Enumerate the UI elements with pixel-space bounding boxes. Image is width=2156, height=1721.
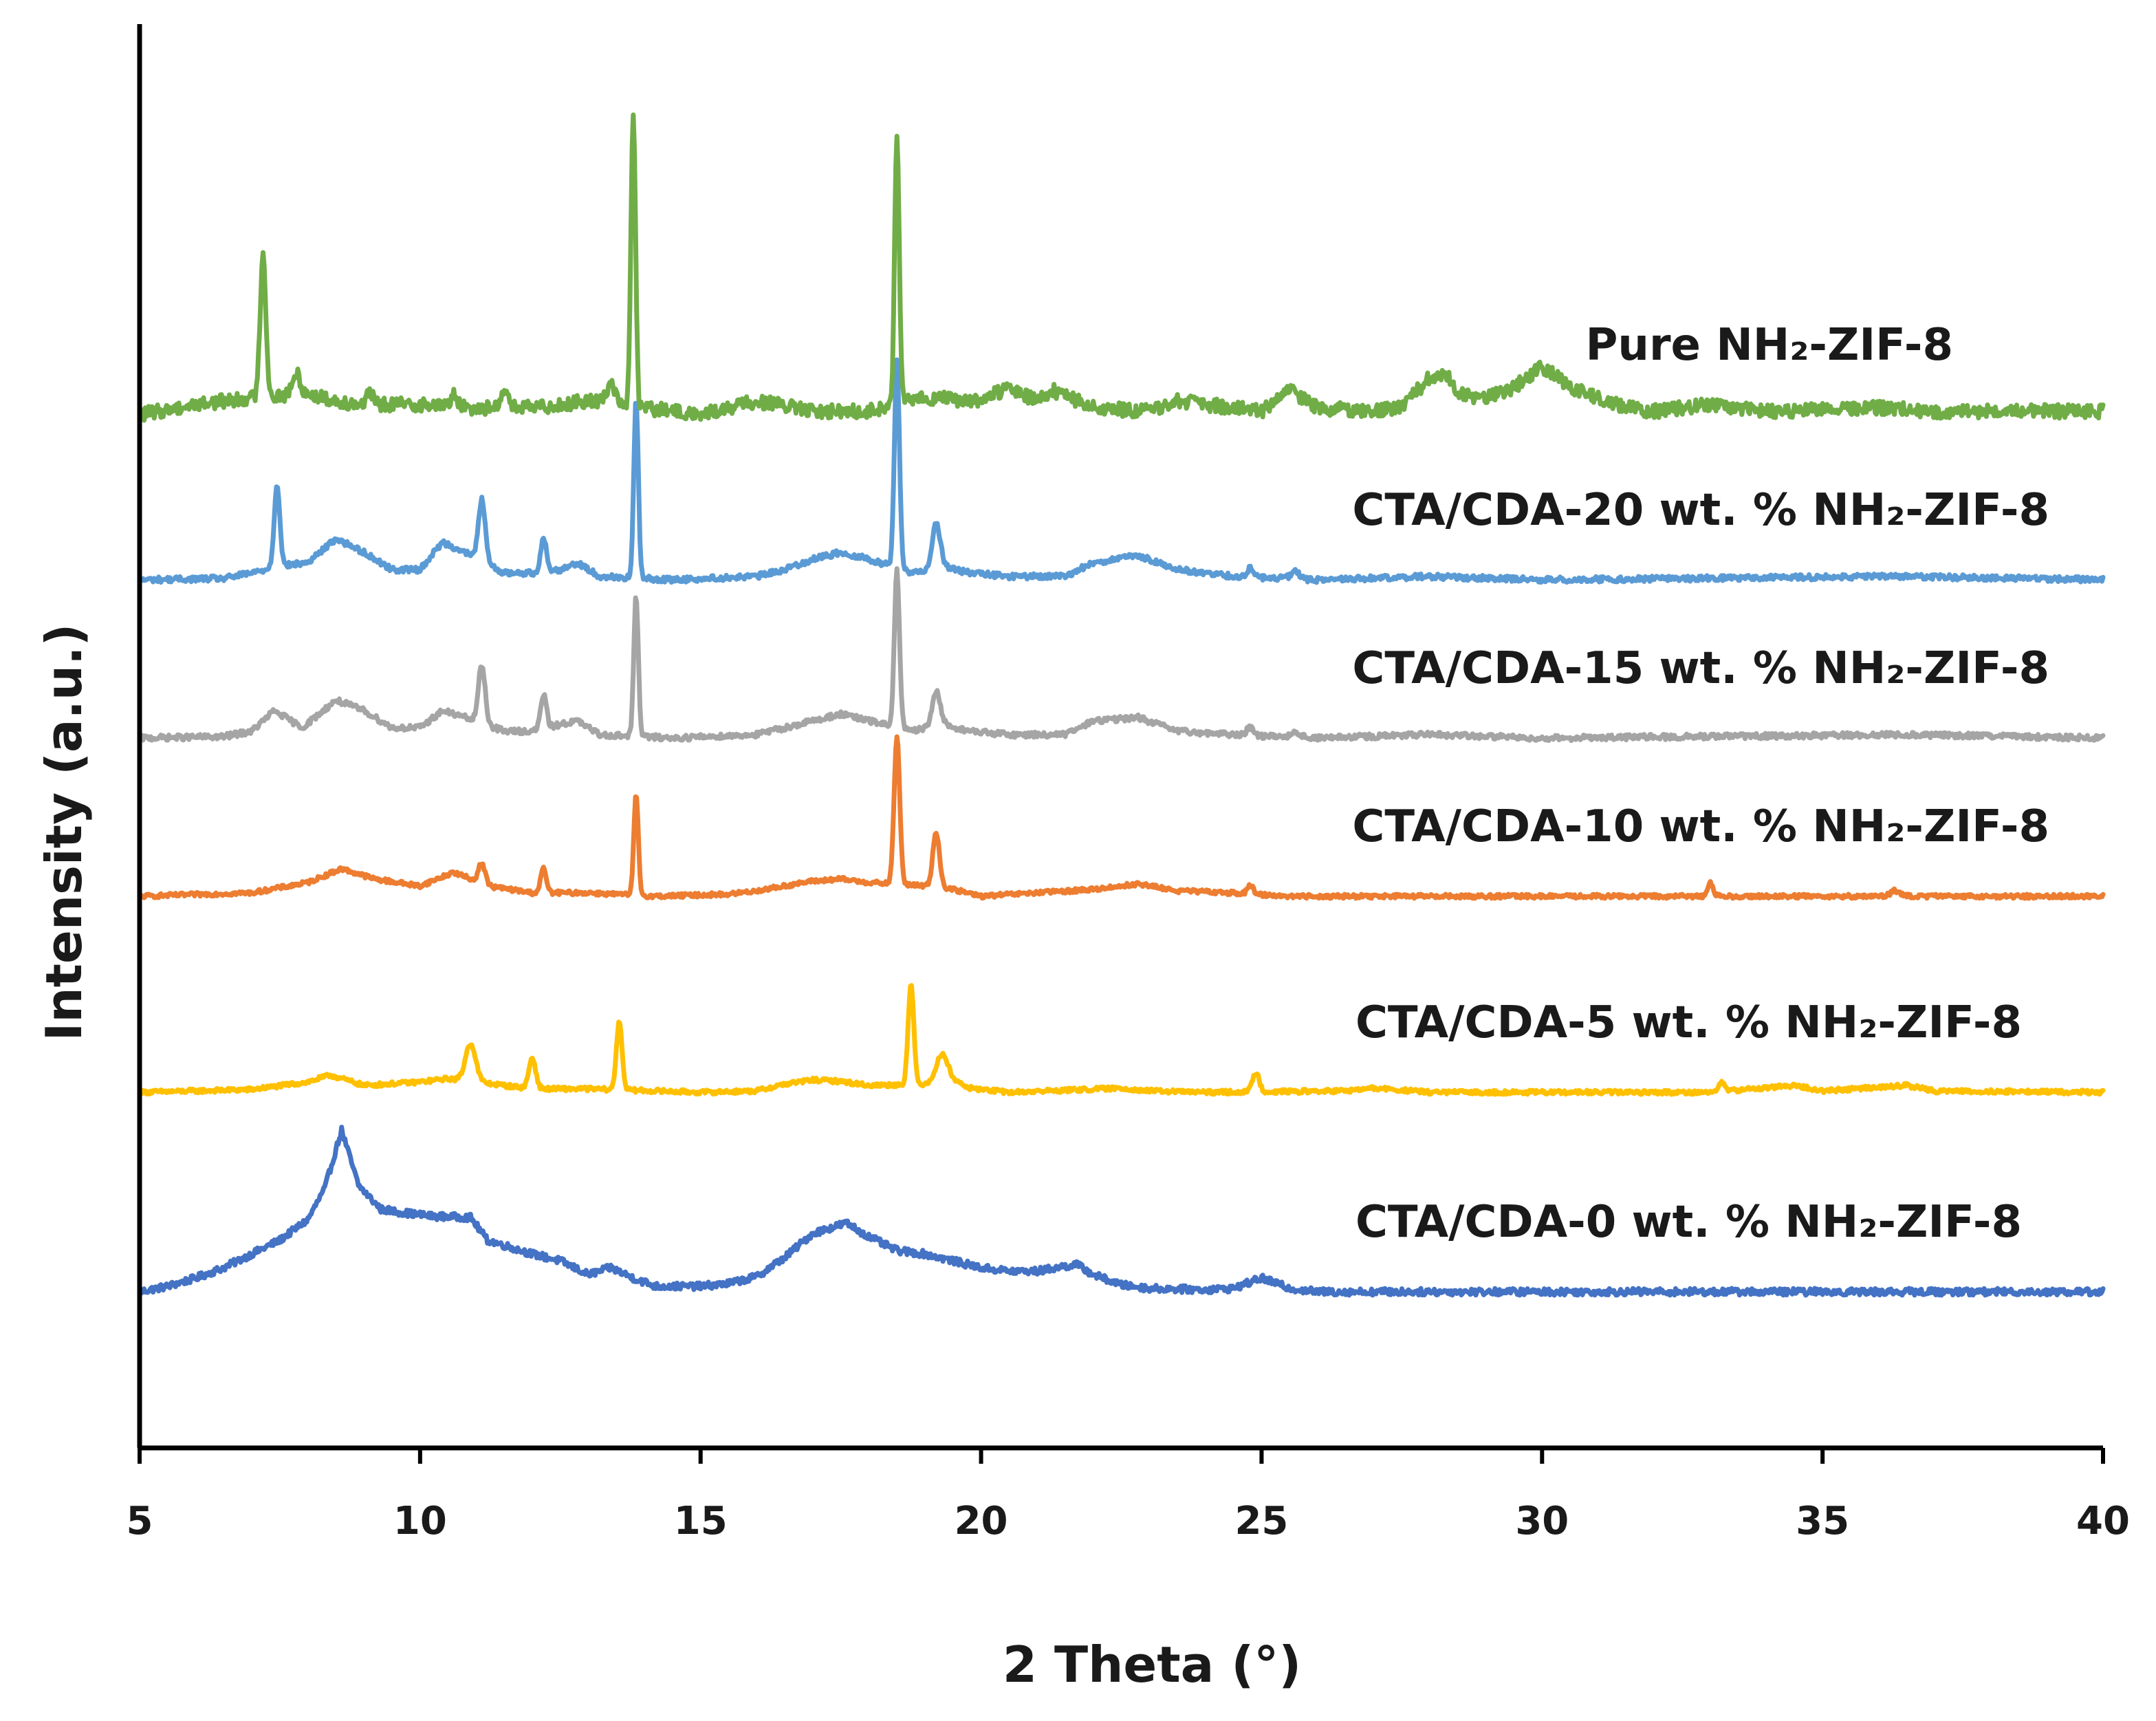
series-label: CTA/CDA-10 wt. % NH₂-ZIF-8 (1352, 801, 2049, 852)
series-line (137, 566, 2106, 744)
series-line (137, 734, 2106, 901)
series-label: CTA/CDA-20 wt. % NH₂-ZIF-8 (1352, 485, 2049, 536)
series-group (137, 112, 2106, 1298)
x-tick-label: 35 (1796, 1499, 1849, 1544)
x-tick-label: 30 (1515, 1499, 1569, 1544)
x-ticks: 5 10 15 20 25 30 35 40 (127, 1448, 2130, 1544)
series-label: CTA/CDA-5 wt. % NH₂-ZIF-8 (1355, 997, 2022, 1048)
series-line (137, 983, 2106, 1097)
series-line (137, 1125, 2106, 1298)
series-line (137, 357, 2106, 585)
series-label: Pure NH₂-ZIF-8 (1586, 320, 1954, 371)
x-tick-label: 40 (2076, 1499, 2130, 1544)
x-tick-label: 5 (127, 1499, 153, 1544)
x-tick-label: 25 (1234, 1499, 1288, 1544)
series-label: CTA/CDA-0 wt. % NH₂-ZIF-8 (1355, 1197, 2022, 1248)
x-axis-title: 2 Theta (°) (1003, 1636, 1301, 1693)
legend-labels: CTA/CDA-0 wt. % NH₂-ZIF-8 CTA/CDA-5 wt. %… (1352, 320, 2049, 1248)
x-tick-label: 20 (955, 1499, 1008, 1544)
y-axis-title: Intensity (a.u.) (35, 624, 93, 1041)
series-label: CTA/CDA-15 wt. % NH₂-ZIF-8 (1352, 643, 2049, 694)
series-line (137, 112, 2106, 423)
x-tick-label: 15 (674, 1499, 728, 1544)
x-tick-label: 10 (393, 1499, 447, 1544)
